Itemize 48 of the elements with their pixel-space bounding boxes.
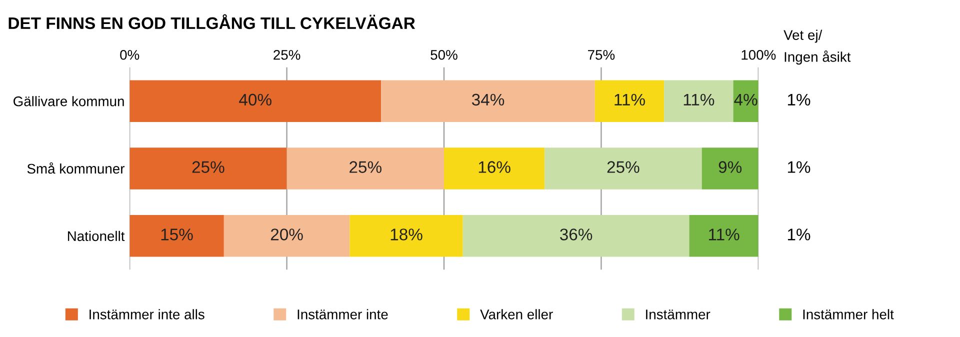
data-label: 36% bbox=[560, 228, 592, 240]
bar bbox=[544, 148, 702, 190]
bar bbox=[381, 80, 595, 122]
y-tick-label: Gällivare kommun bbox=[14, 96, 124, 106]
bar bbox=[224, 215, 350, 257]
legend-label: Instämmer inte bbox=[298, 309, 388, 320]
data-label: 18% bbox=[390, 228, 422, 240]
bar bbox=[664, 80, 734, 122]
legend-label: Instämmer bbox=[646, 310, 710, 320]
bar bbox=[733, 80, 758, 122]
chart-title: DET FINNS EN GOD TILLGÅNG TILL CYKELVÄGAR bbox=[8, 14, 416, 30]
data-label: 4% bbox=[734, 94, 758, 106]
y-tick-label: Små kommuner bbox=[27, 162, 125, 174]
x-tick-label: 50% bbox=[430, 50, 458, 60]
bar bbox=[130, 148, 287, 190]
text: 1% bbox=[788, 94, 810, 106]
bar bbox=[286, 148, 444, 190]
legend-label: Instämmer helt bbox=[803, 309, 894, 320]
y-tick-label: Nationellt bbox=[68, 230, 125, 242]
bar bbox=[444, 148, 545, 190]
text: Vet ej/ Ingen åsikt bbox=[784, 30, 851, 65]
data-label: 15% bbox=[161, 228, 193, 240]
data-label: 40% bbox=[239, 94, 272, 106]
x-tick-label: 25% bbox=[274, 50, 300, 60]
bar bbox=[350, 215, 463, 257]
bar bbox=[130, 215, 224, 257]
x-tick-label: 0% bbox=[120, 50, 140, 60]
data-label: 25% bbox=[607, 161, 640, 173]
bar bbox=[594, 80, 664, 122]
data-label: 9% bbox=[718, 161, 742, 173]
bar bbox=[462, 215, 690, 257]
bar bbox=[689, 215, 758, 257]
data-label: 11% bbox=[614, 94, 645, 106]
data-label: 25% bbox=[192, 161, 224, 173]
x-tick-label: 100% bbox=[742, 50, 776, 60]
text: 1% bbox=[788, 228, 810, 240]
legend-label: Varken eller bbox=[480, 309, 553, 320]
data-label: 11% bbox=[709, 228, 740, 240]
text: 1% bbox=[788, 161, 810, 173]
data-label: 20% bbox=[270, 228, 303, 240]
x-tick-label: 75% bbox=[588, 50, 615, 60]
data-label: 11% bbox=[684, 94, 714, 106]
legend-label: Instämmer inte alls bbox=[90, 309, 204, 320]
data-label: 34% bbox=[472, 94, 504, 106]
bar bbox=[702, 148, 758, 190]
data-label: 25% bbox=[350, 161, 382, 173]
bar bbox=[130, 80, 382, 122]
data-label: 16% bbox=[478, 161, 510, 173]
